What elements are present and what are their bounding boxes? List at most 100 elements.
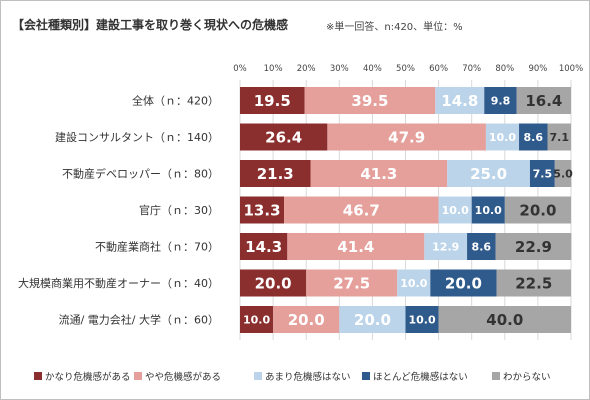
data-label: 8.6 bbox=[472, 240, 492, 253]
data-label: 14.8 bbox=[441, 92, 478, 110]
bar-segment bbox=[240, 123, 328, 151]
bar-segment bbox=[435, 87, 485, 114]
data-label: 20.0 bbox=[288, 311, 325, 329]
bar-segment bbox=[240, 196, 285, 224]
x-tick-label: 60% bbox=[429, 64, 448, 74]
data-label: 7.1 bbox=[549, 131, 569, 144]
bar-segment bbox=[240, 269, 307, 297]
category-label: 官庁（ｎ：30） bbox=[139, 203, 219, 217]
data-label: 10.0 bbox=[442, 204, 469, 217]
data-label: 25.0 bbox=[470, 165, 507, 183]
data-label: 20.0 bbox=[354, 311, 391, 329]
data-label: 47.9 bbox=[388, 128, 425, 146]
data-label: 10.0 bbox=[408, 313, 435, 326]
data-label: 20.0 bbox=[255, 274, 292, 292]
data-label: 26.4 bbox=[265, 128, 302, 146]
data-label: 40.0 bbox=[486, 311, 523, 329]
data-label: 8.6 bbox=[524, 131, 544, 144]
data-label: 22.5 bbox=[515, 274, 552, 292]
chart-note: ※単一回答、n:420、単位：% bbox=[326, 22, 463, 33]
legend-swatch bbox=[362, 372, 370, 380]
legend-label: わからない bbox=[503, 372, 551, 383]
data-label: 10.0 bbox=[475, 204, 502, 217]
bar-segment bbox=[306, 269, 398, 297]
data-label: 27.5 bbox=[333, 274, 370, 292]
bar-segment bbox=[484, 87, 517, 114]
x-tick-label: 80% bbox=[495, 64, 514, 74]
bar-segment bbox=[240, 233, 288, 260]
data-label: 41.3 bbox=[360, 165, 397, 183]
bar-segment bbox=[273, 306, 340, 333]
bar-segment bbox=[405, 306, 439, 333]
bar-segment bbox=[438, 306, 571, 333]
bar-segment bbox=[547, 123, 571, 151]
bar-segment bbox=[397, 269, 431, 297]
x-tick-label: 70% bbox=[462, 64, 481, 74]
data-label: 13.3 bbox=[244, 201, 281, 219]
bar-segment bbox=[496, 269, 571, 297]
bar-segment bbox=[447, 160, 530, 187]
x-tick-label: 90% bbox=[528, 64, 547, 74]
bar-segment bbox=[471, 196, 505, 224]
bar-segment bbox=[467, 233, 496, 260]
category-label: 流通/ 電力会社/ 大学（ｎ：60） bbox=[59, 313, 219, 327]
legend-label: あまり危機感はない bbox=[265, 371, 351, 383]
category-label: 不動産業商社（ｎ：70） bbox=[95, 240, 219, 254]
category-label: 大規模商業用不動産オーナー（ｎ：40） bbox=[18, 276, 219, 290]
x-tick-label: 20% bbox=[297, 64, 316, 74]
legend-swatch bbox=[34, 372, 42, 380]
bar-segment bbox=[287, 233, 425, 260]
x-tick-label: 40% bbox=[363, 64, 382, 74]
bar-segment bbox=[485, 123, 520, 151]
category-label: 全体（ｎ：420） bbox=[132, 94, 219, 108]
data-label: 10.0 bbox=[400, 277, 427, 290]
bar-segment bbox=[304, 87, 436, 114]
legend-label: やや危機感がある bbox=[145, 371, 221, 383]
data-label: 12.9 bbox=[432, 240, 459, 253]
data-label: 20.0 bbox=[519, 201, 556, 219]
x-tick-label: 0% bbox=[233, 64, 247, 74]
data-label: 46.7 bbox=[343, 201, 380, 219]
data-label: 21.3 bbox=[257, 165, 294, 183]
bar-segment bbox=[240, 160, 311, 187]
legend-label: かなり危機感がある bbox=[45, 371, 131, 383]
bar-segment bbox=[327, 123, 486, 151]
legend-swatch bbox=[254, 372, 262, 380]
bar-segment bbox=[529, 160, 555, 187]
bar-segment bbox=[504, 196, 571, 224]
data-label: 19.5 bbox=[254, 92, 291, 110]
bar-segment bbox=[310, 160, 448, 187]
bar-segment bbox=[495, 233, 572, 260]
bar-segment bbox=[339, 306, 406, 333]
bar-segment bbox=[240, 87, 305, 114]
data-label: 14.3 bbox=[245, 238, 282, 256]
data-label: 7.5 bbox=[533, 167, 553, 180]
x-tick-label: 10% bbox=[264, 64, 283, 74]
legend-label: ほとんど危機感はない bbox=[373, 371, 468, 383]
data-label: 10.0 bbox=[489, 131, 516, 144]
x-tick-label: 50% bbox=[396, 64, 415, 74]
bar-segment bbox=[554, 160, 572, 187]
bar-segment bbox=[430, 269, 497, 297]
x-tick-label: 100% bbox=[559, 64, 583, 74]
bar-segment bbox=[516, 87, 571, 114]
legend-swatch bbox=[134, 372, 142, 380]
data-label: 22.9 bbox=[515, 238, 552, 256]
bar-segment bbox=[424, 233, 468, 260]
legend-swatch bbox=[492, 372, 500, 380]
data-label: 16.4 bbox=[525, 92, 562, 110]
data-label: 20.0 bbox=[445, 274, 482, 292]
chart-title: 【会社種類別】建設工事を取り巻く現状への危機感 bbox=[12, 18, 289, 32]
data-label: 5.0 bbox=[553, 167, 573, 180]
data-label: 39.5 bbox=[351, 92, 388, 110]
bar-segment bbox=[438, 196, 472, 224]
data-label: 9.8 bbox=[491, 94, 511, 107]
category-label: 建設コンサルタント（ｎ：140） bbox=[55, 130, 219, 144]
bar-segment bbox=[284, 196, 439, 224]
data-label: 10.0 bbox=[243, 313, 270, 326]
data-label: 41.4 bbox=[337, 238, 374, 256]
x-tick-label: 30% bbox=[330, 64, 349, 74]
bar-segment bbox=[519, 123, 548, 151]
bar-segment bbox=[240, 306, 274, 333]
